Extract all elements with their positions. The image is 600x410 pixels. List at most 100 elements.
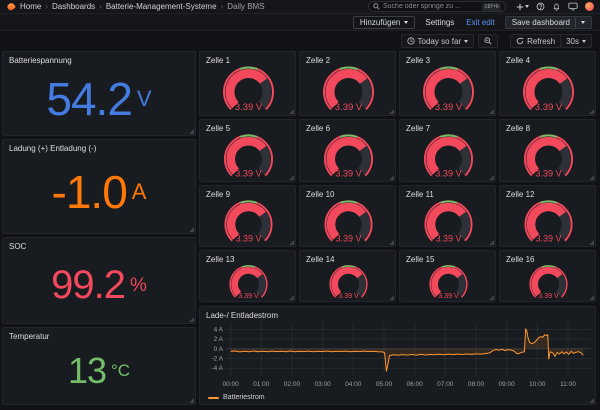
zoom-out-button[interactable] bbox=[478, 34, 498, 48]
timeseries-plot[interactable]: 00:0001:0002:0003:0004:0005:0006:0007:00… bbox=[200, 320, 595, 390]
breadcrumb-separator: › bbox=[99, 2, 102, 11]
gauge-value: 3.39 V bbox=[235, 168, 262, 178]
y-tick-label: -4 A bbox=[211, 365, 223, 372]
stat-unit: °C bbox=[111, 361, 130, 381]
panel-temperatur: Temperatur 13 °C bbox=[2, 327, 196, 405]
panel-title[interactable]: Zelle 2 bbox=[300, 52, 395, 65]
gauge-panel-zelle-11: Zelle 113.39 V bbox=[399, 185, 496, 247]
x-tick-label: 01:00 bbox=[253, 381, 270, 388]
panel-title[interactable]: Zelle 8 bbox=[500, 120, 595, 133]
panel-title[interactable]: Zelle 16 bbox=[500, 251, 595, 264]
stat-unit: % bbox=[130, 275, 147, 297]
gauge-panel-zelle-15: Zelle 15 3.39 V bbox=[399, 250, 496, 302]
panel-title[interactable]: Zelle 4 bbox=[500, 52, 595, 65]
refresh-interval-label: 30s bbox=[566, 37, 579, 46]
top-nav: Home › Dashboards › Batterie-Management-… bbox=[0, 0, 600, 14]
x-tick-label: 08:00 bbox=[468, 381, 485, 388]
gauge-value: 3.39 V bbox=[538, 292, 559, 300]
save-dashboard-button[interactable]: Save dashboard bbox=[505, 16, 592, 29]
x-tick-label: 06:00 bbox=[406, 381, 423, 388]
breadcrumb-home[interactable]: Home bbox=[20, 2, 41, 11]
panel-title[interactable]: Lade-/ Entladestrom bbox=[200, 307, 595, 320]
panel-title[interactable]: Zelle 6 bbox=[300, 120, 395, 133]
notifications-button[interactable] bbox=[552, 2, 561, 11]
x-tick-label: 00:00 bbox=[222, 381, 239, 388]
gauge-panel-zelle-8: Zelle 8 3.39 V bbox=[499, 119, 596, 182]
cell-gauge: 3.39 V bbox=[400, 65, 497, 117]
new-button[interactable] bbox=[516, 3, 529, 11]
display-button[interactable] bbox=[568, 2, 578, 11]
gauge-panel-zelle-1: Zelle 1 3.39 V bbox=[199, 51, 296, 116]
help-button[interactable] bbox=[536, 2, 545, 11]
stat-number: -1.0 bbox=[52, 165, 127, 219]
panel-title[interactable]: Zelle 13 bbox=[200, 251, 295, 264]
stat-unit: V bbox=[137, 86, 152, 112]
plus-icon bbox=[516, 3, 524, 11]
gauge-panel-zelle-14: Zelle 143.39 V bbox=[299, 250, 396, 302]
refresh-icon bbox=[516, 37, 524, 45]
stat-value: 54.2 V bbox=[3, 62, 195, 135]
gauge-value: 3.39 V bbox=[438, 292, 459, 300]
exit-edit-button[interactable]: Exit edit bbox=[464, 16, 496, 29]
cell-gauge: 3.39 V bbox=[300, 65, 397, 117]
gauge-value: 3.39 V bbox=[536, 233, 562, 243]
y-tick-label: -2 A bbox=[211, 355, 223, 362]
gauge-value: 3.39 V bbox=[335, 168, 362, 178]
panel-title[interactable]: Zelle 15 bbox=[400, 251, 495, 264]
gauge-value: 3.39 V bbox=[335, 102, 363, 113]
refresh-button[interactable]: Refresh bbox=[510, 34, 561, 48]
legend-item-batteriestrom[interactable]: Batteriestrom bbox=[200, 394, 595, 401]
breadcrumb-current: Daily BMS bbox=[227, 2, 264, 11]
panel-title[interactable]: Zelle 7 bbox=[400, 120, 495, 133]
cell-gauge: 3.39 V bbox=[200, 65, 297, 117]
gauge-value: 3.39 V bbox=[236, 233, 262, 243]
x-tick-label: 03:00 bbox=[314, 381, 331, 388]
panel-title[interactable]: Zelle 11 bbox=[400, 186, 495, 199]
x-tick-label: 11:00 bbox=[560, 381, 576, 388]
gauge-panel-zelle-13: Zelle 133.39 V bbox=[199, 250, 296, 302]
gauge-panel-zelle-5: Zelle 5 3.39 V bbox=[199, 119, 296, 182]
cell-gauge: 3.39 V bbox=[300, 133, 397, 183]
breadcrumb-dashboards[interactable]: Dashboards bbox=[52, 2, 95, 11]
chevron-down-icon bbox=[581, 21, 585, 24]
button-divider bbox=[575, 18, 576, 27]
grafana-logo-icon[interactable] bbox=[6, 2, 16, 12]
settings-button[interactable]: Settings bbox=[423, 16, 456, 29]
search-input[interactable]: Suche oder springe zu ... ctrl+k bbox=[368, 1, 506, 12]
panel-title[interactable]: Zelle 14 bbox=[300, 251, 395, 264]
chevron-down-icon bbox=[464, 40, 468, 43]
gauge-panel-zelle-10: Zelle 103.39 V bbox=[299, 185, 396, 247]
panel-title[interactable]: Zelle 9 bbox=[200, 186, 295, 199]
cell-gauge: 3.39 V bbox=[500, 264, 597, 303]
stat-number: 54.2 bbox=[46, 72, 132, 126]
chevron-down-icon bbox=[404, 21, 408, 24]
refresh-interval-picker[interactable]: 30s bbox=[561, 34, 592, 48]
legend-color-dash bbox=[208, 397, 219, 399]
x-tick-label: 05:00 bbox=[376, 381, 393, 388]
gauge-value: 3.39 V bbox=[535, 168, 562, 178]
gauge-panel-zelle-3: Zelle 33.39 V bbox=[399, 51, 496, 116]
panel-title[interactable]: Zelle 1 bbox=[200, 52, 295, 65]
cell-gauge: 3.39 V bbox=[200, 133, 297, 183]
cell-gauge: 3.39 V bbox=[400, 199, 497, 248]
monitor-icon bbox=[568, 2, 578, 11]
gauge-panel-zelle-16: Zelle 16 3.39 V bbox=[499, 250, 596, 302]
y-tick-label: 0 A bbox=[214, 346, 224, 353]
time-controls: Today so far Refresh 30s bbox=[0, 31, 600, 51]
panel-title[interactable]: Zelle 10 bbox=[300, 186, 395, 199]
stat-value: -1.0 A bbox=[3, 150, 195, 233]
panel-title[interactable]: Zelle 5 bbox=[200, 120, 295, 133]
add-panel-button[interactable]: Hinzufügen bbox=[353, 16, 415, 29]
cell-gauge: 3.39 V bbox=[500, 133, 597, 183]
stat-number: 13 bbox=[68, 350, 106, 392]
time-range-picker[interactable]: Today so far bbox=[401, 34, 475, 48]
gauge-value: 3.39 V bbox=[235, 102, 263, 113]
search-placeholder: Suche oder springe zu ... bbox=[383, 3, 479, 10]
gauge-panel-zelle-7: Zelle 73.39 V bbox=[399, 119, 496, 182]
panel-title[interactable]: Zelle 12 bbox=[500, 186, 595, 199]
panel-batteriespannung: Batteriespannung 54.2 V bbox=[2, 51, 196, 136]
breadcrumb-folder[interactable]: Batterie-Management-Systeme bbox=[106, 2, 217, 11]
panel-title[interactable]: Zelle 3 bbox=[400, 52, 495, 65]
panel-soc: SOC 99.2 % bbox=[2, 237, 196, 324]
user-avatar[interactable] bbox=[585, 2, 594, 11]
